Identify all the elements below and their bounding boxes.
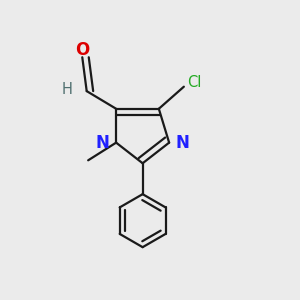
Text: H: H	[62, 82, 73, 97]
Text: N: N	[95, 134, 109, 152]
Text: Cl: Cl	[187, 75, 201, 90]
Text: N: N	[176, 134, 189, 152]
Text: O: O	[75, 41, 89, 59]
